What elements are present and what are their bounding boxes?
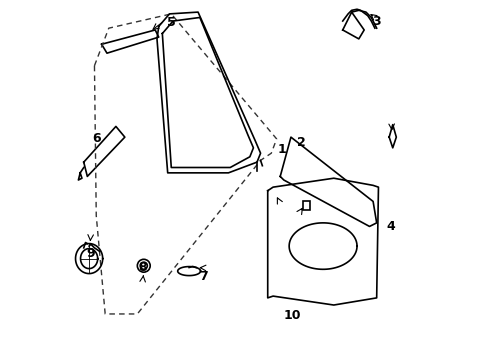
Text: 4: 4 (386, 220, 394, 233)
Text: 6: 6 (92, 132, 101, 145)
Text: 1: 1 (277, 143, 286, 156)
Text: 7: 7 (199, 270, 207, 283)
Text: 9: 9 (86, 247, 95, 260)
Text: 3: 3 (371, 14, 380, 27)
Text: 2: 2 (297, 136, 305, 149)
Text: 8: 8 (138, 261, 147, 274)
Text: 10: 10 (284, 309, 301, 322)
Bar (303, 202, 309, 210)
Text: 5: 5 (166, 16, 175, 29)
